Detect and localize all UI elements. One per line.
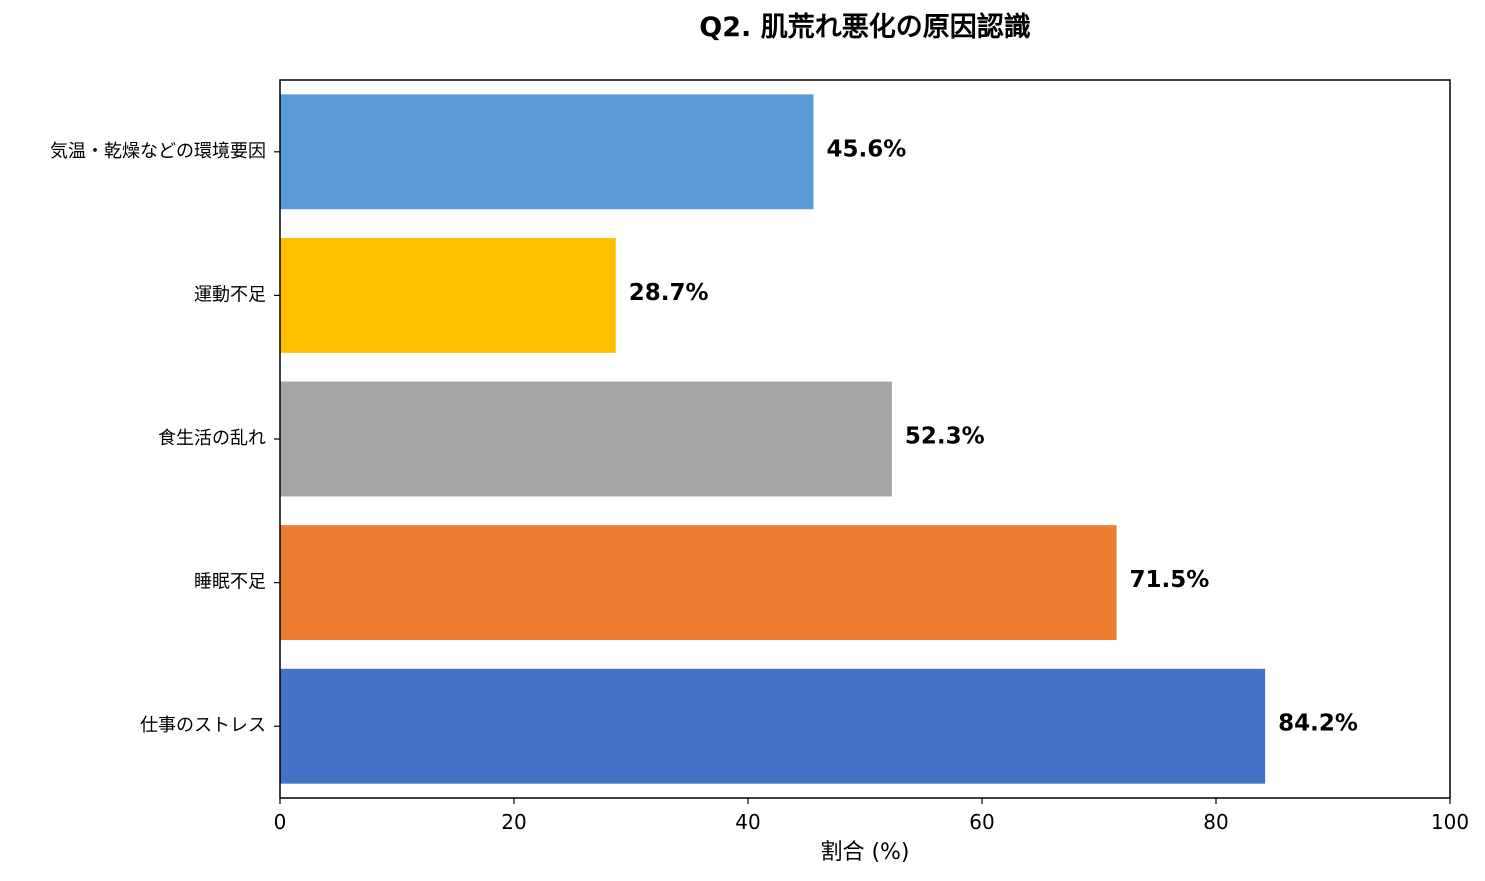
x-axis-title: 割合 (%)	[820, 840, 909, 865]
axis-layer: 仕事のストレス 睡眠不足 食生活の乱れ 運動不足 気温・乾燥などの環境要因 0 20 40 60…	[50, 141, 1469, 834]
bar	[280, 525, 1117, 641]
y-tick-label: 運動不足	[194, 284, 266, 305]
x-tick-label: 100	[1431, 810, 1469, 834]
x-tick-label: 20	[501, 810, 526, 834]
y-tick-label: 仕事のストレス	[140, 715, 266, 736]
y-tick-label: 睡眠不足	[194, 572, 266, 593]
bar-value-label: 28.7%	[629, 280, 709, 306]
labels-layer: 84.2% 71.5% 52.3% 28.7% 45.6%	[629, 136, 1358, 736]
bar	[280, 381, 892, 497]
bar-value-label: 52.3%	[905, 424, 985, 450]
x-tick-label: 0	[274, 810, 287, 834]
x-tick-label: 60	[969, 810, 994, 834]
bar	[280, 94, 814, 210]
bar-value-label: 84.2%	[1278, 711, 1358, 737]
bar	[280, 668, 1266, 784]
chart-title: Q2. 肌荒れ悪化の原因認識	[699, 12, 1031, 43]
bar-value-label: 45.6%	[827, 136, 907, 162]
x-tick-label: 80	[1203, 810, 1228, 834]
y-tick-label: 気温・乾燥などの環境要因	[50, 141, 266, 162]
bars-layer	[280, 94, 1266, 784]
bar-value-label: 71.5%	[1130, 567, 1210, 593]
y-tick-label: 食生活の乱れ	[158, 428, 266, 449]
x-tick-label: 40	[735, 810, 760, 834]
bar	[280, 237, 616, 353]
